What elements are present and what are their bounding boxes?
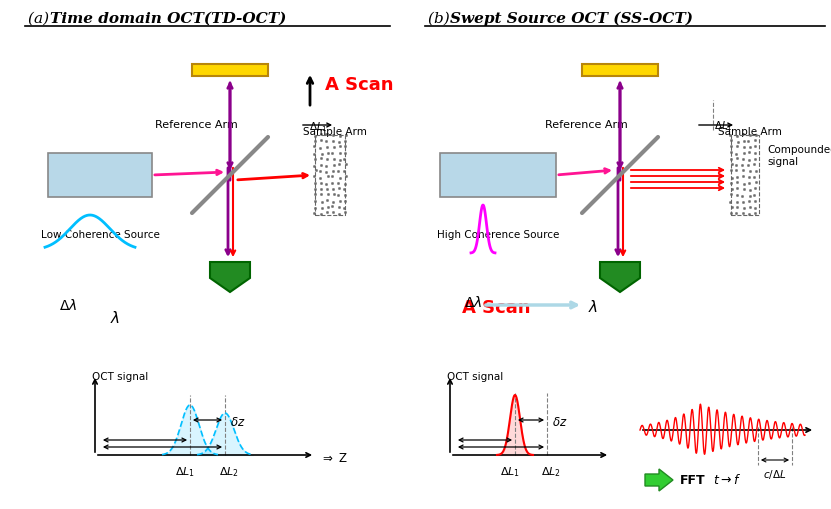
Text: OCT signal: OCT signal	[92, 372, 148, 382]
Text: A Scan: A Scan	[325, 76, 394, 94]
Text: Sample Arm: Sample Arm	[303, 127, 367, 137]
Text: $\Delta L_1$: $\Delta L_1$	[308, 120, 327, 134]
Text: $\lambda$: $\lambda$	[110, 310, 120, 326]
Text: $\delta z$: $\delta z$	[552, 415, 568, 429]
Polygon shape	[210, 262, 250, 292]
Bar	[315, 135, 345, 215]
Text: Sample Arm: Sample Arm	[718, 127, 782, 137]
Bar	[582, 64, 658, 76]
Text: Low Coherence Source: Low Coherence Source	[41, 230, 160, 240]
Text: $\Delta\lambda$: $\Delta\lambda$	[464, 295, 482, 310]
Text: Reference Arm: Reference Arm	[155, 120, 238, 130]
Text: $\Delta\lambda$: $\Delta\lambda$	[59, 298, 77, 313]
Text: $\Delta L_1$: $\Delta L_1$	[175, 465, 195, 479]
Text: $\Delta L_1$: $\Delta L_1$	[500, 465, 520, 479]
Text: (b): (b)	[428, 12, 455, 26]
Text: $\Rightarrow$ Z: $\Rightarrow$ Z	[320, 451, 347, 465]
Text: Compounded
signal: Compounded signal	[767, 145, 831, 166]
Polygon shape	[645, 469, 673, 491]
Text: Time domain OCT(TD-OCT): Time domain OCT(TD-OCT)	[50, 12, 287, 26]
Bar	[440, 153, 556, 197]
Text: FFT: FFT	[680, 473, 706, 487]
Text: Reference Arm: Reference Arm	[545, 120, 627, 130]
Text: (a): (a)	[28, 12, 54, 26]
Bar	[48, 153, 152, 197]
Text: $\Delta L_2$: $\Delta L_2$	[541, 465, 561, 479]
Text: OCT signal: OCT signal	[447, 372, 504, 382]
Polygon shape	[600, 262, 640, 292]
Text: $t \rightarrow f$: $t \rightarrow f$	[713, 473, 741, 487]
Text: A Scan: A Scan	[462, 299, 530, 317]
Text: Swept Source OCT (SS-OCT): Swept Source OCT (SS-OCT)	[450, 12, 693, 26]
Bar	[731, 135, 759, 215]
Text: High Coherence Source: High Coherence Source	[437, 230, 559, 240]
Text: $\Delta L_2$: $\Delta L_2$	[219, 465, 239, 479]
Text: $c/\Delta L$: $c/\Delta L$	[763, 468, 787, 481]
Text: $\Delta L_1$: $\Delta L_1$	[714, 119, 732, 133]
Text: $\delta z$: $\delta z$	[230, 415, 246, 429]
Bar	[192, 64, 268, 76]
Text: $\lambda$: $\lambda$	[588, 299, 598, 315]
